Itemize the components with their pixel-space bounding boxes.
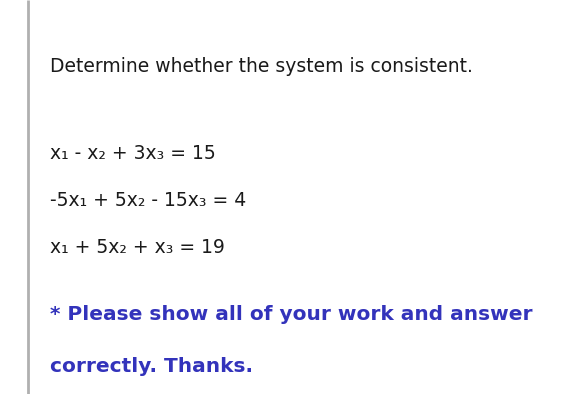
Text: * Please show all of your work and answer: * Please show all of your work and answe… [50,305,532,324]
Text: Determine whether the system is consistent.: Determine whether the system is consiste… [50,57,473,76]
Text: correctly. Thanks.: correctly. Thanks. [50,357,253,375]
Text: -5x₁ + 5x₂ - 15x₃ = 4: -5x₁ + 5x₂ - 15x₃ = 4 [50,191,246,210]
Text: x₁ - x₂ + 3x₃ = 15: x₁ - x₂ + 3x₃ = 15 [50,144,215,163]
Text: x₁ + 5x₂ + x₃ = 19: x₁ + 5x₂ + x₃ = 19 [50,238,225,257]
